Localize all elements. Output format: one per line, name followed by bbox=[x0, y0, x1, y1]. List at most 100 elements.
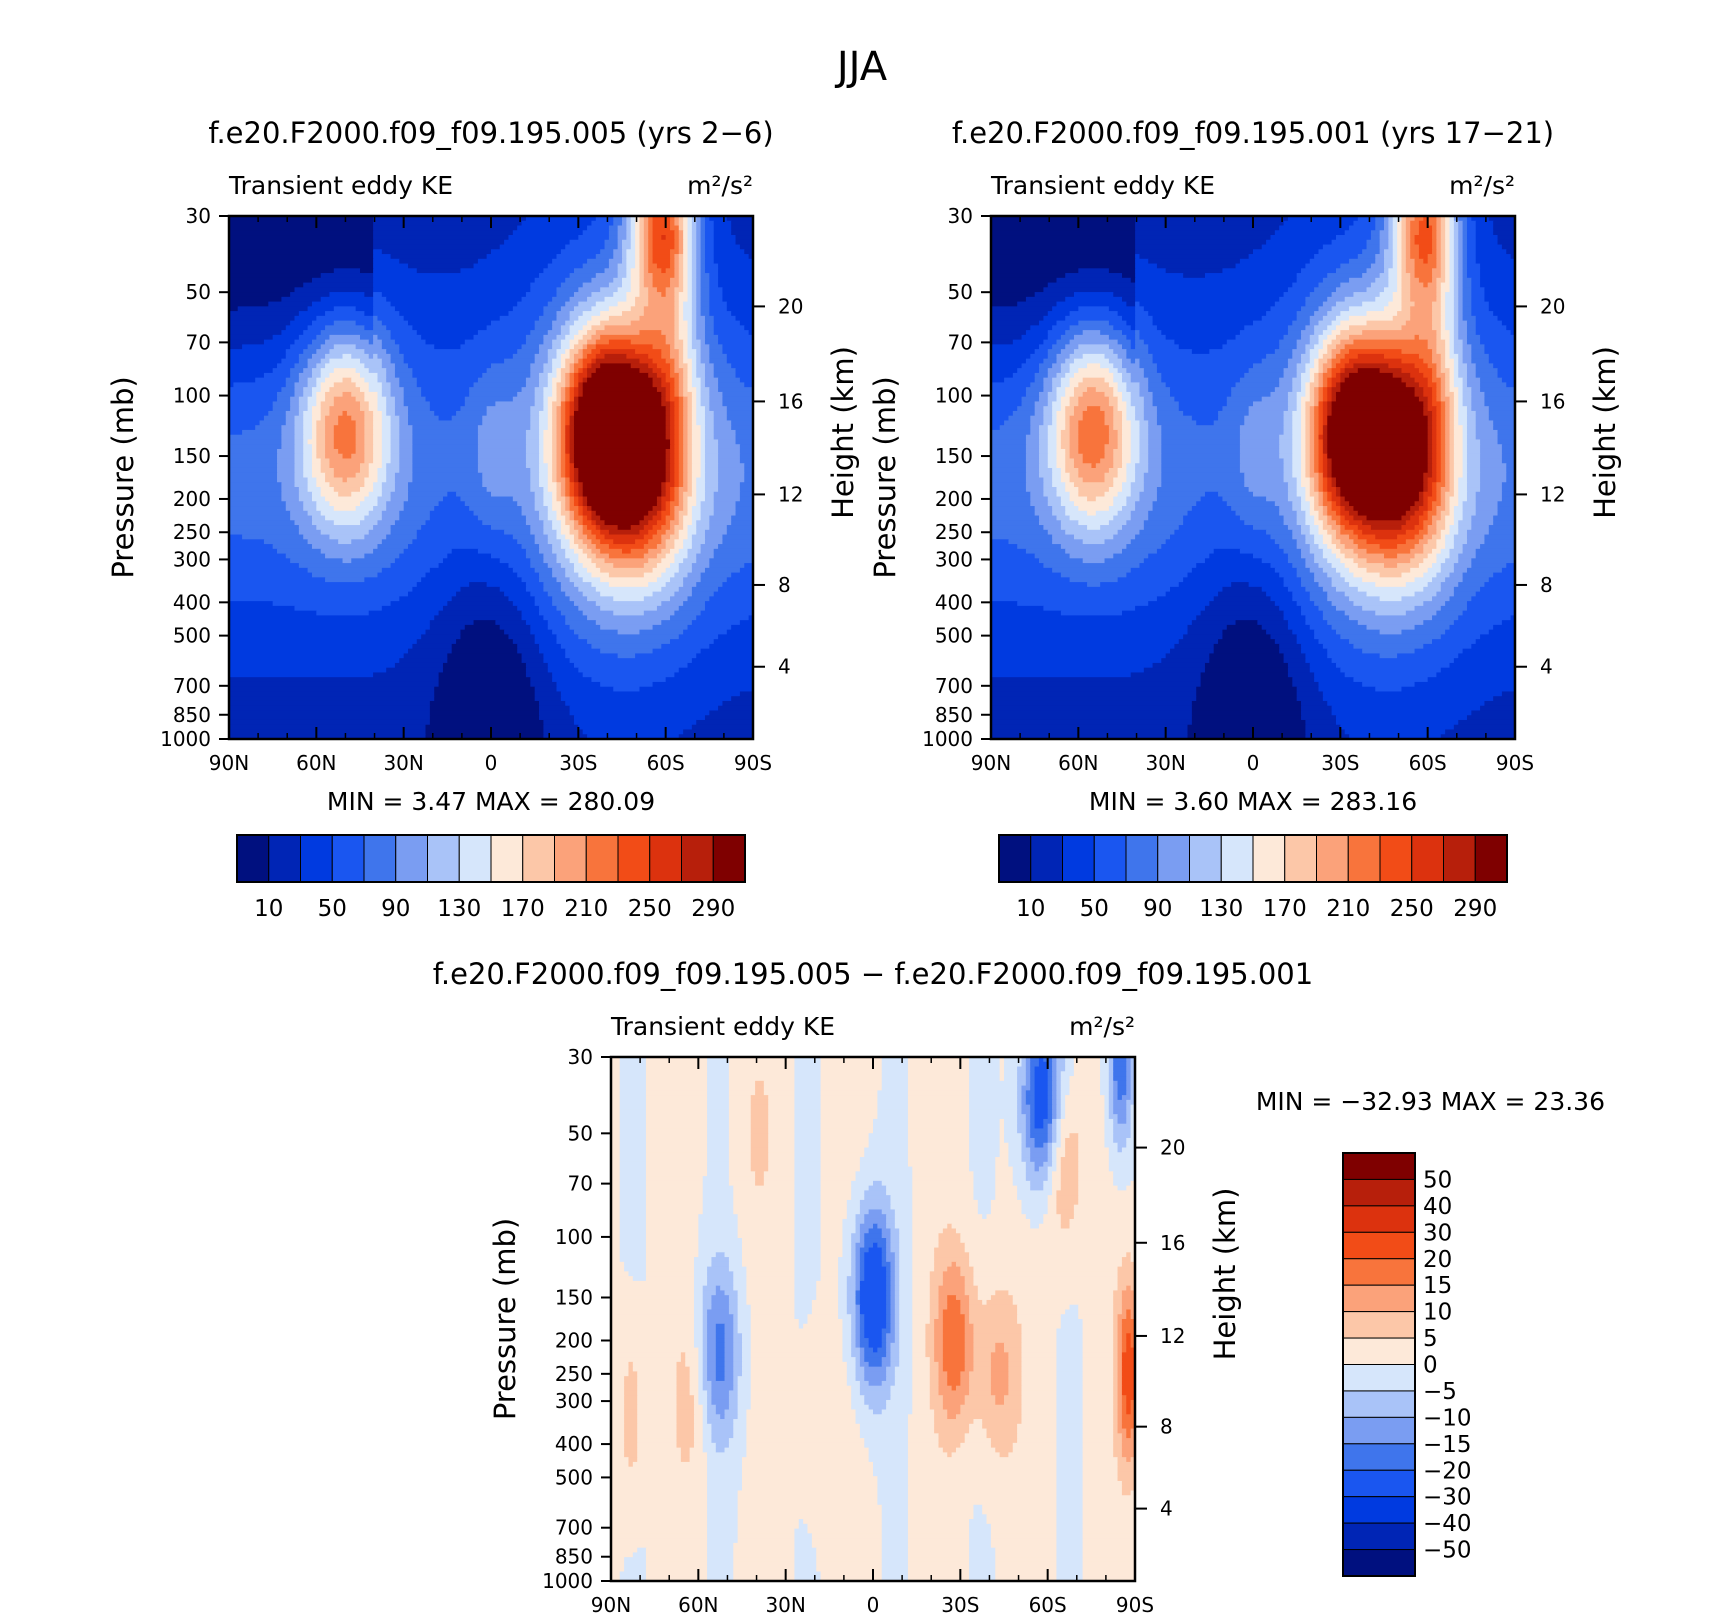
contour-cell bbox=[1344, 344, 1429, 350]
contour-cell bbox=[713, 496, 741, 502]
contour-cell bbox=[539, 610, 562, 616]
contour-cell bbox=[652, 534, 662, 540]
contour-cell bbox=[1266, 591, 1293, 597]
contour-cell bbox=[539, 425, 549, 431]
contour-cell bbox=[1335, 268, 1368, 274]
contour-cell bbox=[1340, 525, 1346, 531]
contour-cell bbox=[1436, 263, 1442, 269]
contour-cell bbox=[1052, 406, 1062, 412]
contour-cell bbox=[543, 653, 566, 659]
contour-cell bbox=[229, 563, 300, 569]
contour-cell bbox=[442, 558, 501, 564]
contour-cell bbox=[1501, 491, 1516, 498]
contour-cell bbox=[1292, 463, 1302, 469]
contour-cell bbox=[591, 582, 610, 588]
contour-cell bbox=[1078, 429, 1110, 436]
contour-cell bbox=[704, 425, 715, 431]
contour-cell bbox=[1078, 401, 1110, 407]
contour-cell bbox=[1135, 339, 1145, 345]
contour-cell bbox=[661, 534, 671, 540]
contour-cell bbox=[1449, 572, 1464, 578]
contour-cell bbox=[1034, 506, 1053, 512]
contour-cell bbox=[325, 311, 365, 317]
contour-cell bbox=[1052, 415, 1058, 422]
contour-cell bbox=[1204, 491, 1219, 498]
contour-cell bbox=[591, 515, 601, 521]
contour-cell bbox=[355, 306, 374, 312]
contour-cell bbox=[1139, 358, 1154, 364]
contour-cell bbox=[1440, 382, 1446, 388]
contour-cell bbox=[1082, 410, 1106, 417]
contour-cell bbox=[1139, 439, 1149, 445]
contour-cell bbox=[1266, 311, 1298, 317]
contour-cell bbox=[674, 296, 680, 303]
contour-cell bbox=[303, 410, 313, 417]
contour-cell bbox=[1432, 391, 1437, 398]
contour-cell bbox=[320, 510, 370, 517]
contour-cell bbox=[1327, 510, 1337, 517]
contour-cell bbox=[1475, 506, 1499, 512]
contour-cell bbox=[364, 311, 374, 317]
contour-cell bbox=[1440, 282, 1451, 288]
contour-cell bbox=[307, 382, 317, 388]
contour-cell bbox=[670, 368, 675, 374]
contour-cell bbox=[1493, 311, 1516, 317]
contour-cell bbox=[1432, 458, 1437, 464]
contour-cell bbox=[639, 368, 654, 374]
contour-cell bbox=[1410, 306, 1433, 312]
contour-cell bbox=[1135, 320, 1154, 326]
contour-cell bbox=[1344, 496, 1420, 502]
contour-cell bbox=[1287, 325, 1306, 331]
contour-cell bbox=[381, 249, 492, 255]
contour-cell bbox=[1453, 620, 1503, 626]
contour-cell bbox=[1440, 472, 1446, 479]
contour-cell bbox=[1283, 548, 1302, 555]
contour-cell bbox=[991, 624, 1189, 631]
contour-cell bbox=[1449, 482, 1455, 488]
contour-cell bbox=[1301, 401, 1306, 407]
contour-cell bbox=[1471, 391, 1486, 398]
contour-cell bbox=[569, 353, 575, 360]
contour-cell bbox=[1122, 358, 1132, 364]
contour-cell bbox=[1309, 377, 1315, 383]
contour-cell bbox=[1488, 415, 1516, 422]
contour-cell bbox=[242, 344, 291, 350]
contour-cell bbox=[1327, 558, 1341, 564]
contour-cell bbox=[578, 391, 584, 398]
contour-cell bbox=[648, 225, 654, 231]
contour-cell bbox=[364, 396, 379, 403]
contour-cell bbox=[1126, 406, 1136, 412]
contour-cell bbox=[696, 216, 702, 222]
contour-cell bbox=[1366, 268, 1385, 274]
contour-cell bbox=[1314, 534, 1324, 540]
contour-cell bbox=[591, 363, 601, 369]
contour-cell bbox=[691, 487, 697, 493]
contour-cell bbox=[268, 301, 313, 307]
contour-cell bbox=[303, 458, 313, 464]
contour-cell bbox=[556, 686, 614, 693]
contour-cell bbox=[1305, 458, 1311, 464]
contour-cell bbox=[700, 344, 710, 350]
contour-cell bbox=[587, 506, 593, 512]
contour-cell bbox=[311, 415, 322, 422]
contour-cell bbox=[1418, 230, 1433, 236]
contour-cell bbox=[582, 510, 593, 517]
contour-cell bbox=[1314, 453, 1320, 460]
contour-cell bbox=[1161, 425, 1241, 431]
contour-cell bbox=[1069, 453, 1084, 460]
contour-cell bbox=[1349, 615, 1433, 621]
contour-cell bbox=[1283, 429, 1293, 436]
contour-cell bbox=[1388, 239, 1394, 246]
contour-cell bbox=[425, 629, 462, 635]
contour-cell bbox=[1445, 544, 1455, 550]
contour-cell bbox=[1296, 510, 1306, 517]
contour-cell bbox=[608, 553, 645, 559]
contour-cell bbox=[1301, 406, 1306, 412]
contour-cell bbox=[1108, 467, 1119, 474]
contour-cell bbox=[1466, 372, 1477, 379]
contour-cell bbox=[1305, 301, 1324, 307]
contour-cell bbox=[281, 358, 300, 364]
contour-cell bbox=[1370, 230, 1381, 236]
contour-cell bbox=[639, 263, 645, 269]
height-tick-label: 20 bbox=[778, 294, 803, 318]
